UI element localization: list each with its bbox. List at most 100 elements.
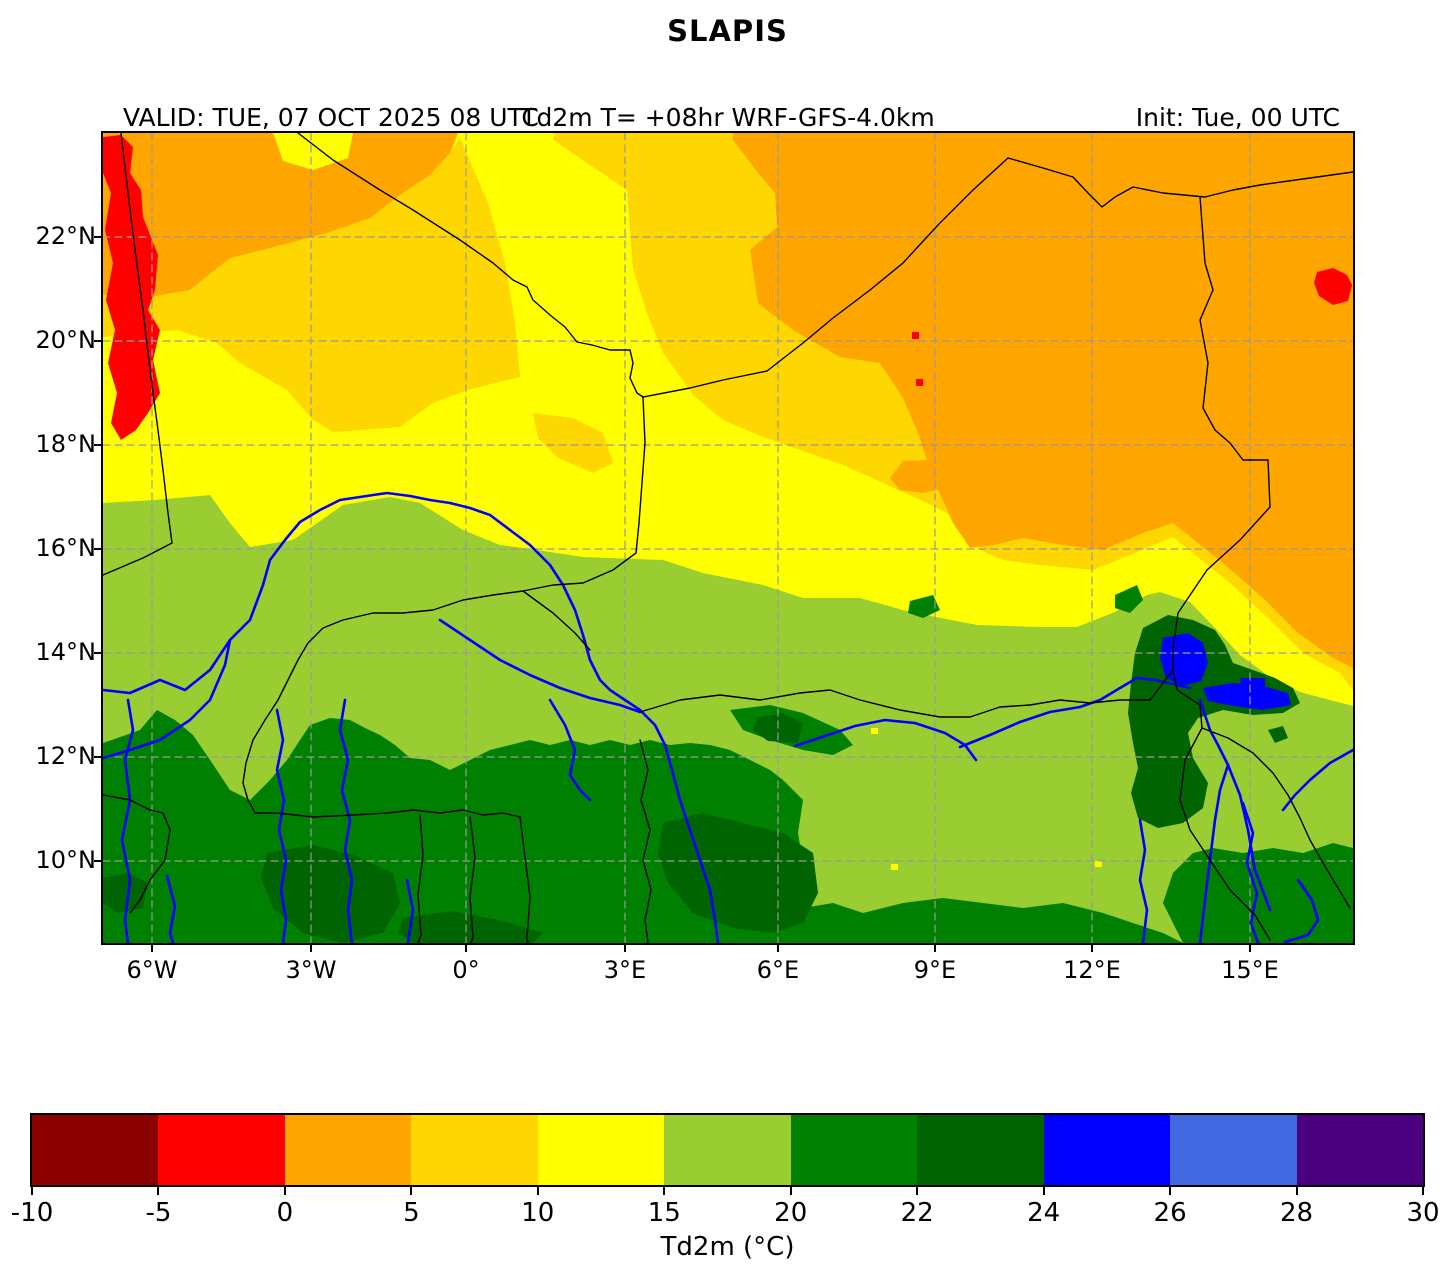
fill-orange-northwest [103,133,458,297]
fill-yellow-speck-1 [871,728,878,734]
colorbar-segment [790,1115,918,1185]
colorbar-segment [664,1115,791,1185]
y-axis-tick [94,548,101,550]
colorbar-tick [663,1187,666,1195]
border-mauritania-mali [120,133,173,544]
x-axis-tick-label: 9°E [913,956,957,984]
colorbar-tick [1042,1187,1045,1195]
x-axis-tick [151,945,153,952]
colorbar-segment [158,1115,285,1185]
x-axis-tick [1249,945,1251,952]
fill-darkgreen-east-spot [1268,726,1288,743]
border-niger-nigeria [639,669,1174,718]
fill-yellow-speck-2 [891,864,898,870]
y-axis-tick [94,756,101,758]
river-komadugu-yobe [958,676,1192,749]
border-benin-vertical-1 [469,816,476,943]
y-axis-tick-label: 18°N [35,430,97,458]
colorbar-tick-label: 22 [900,1198,934,1228]
fill-red-dot-2 [916,379,923,386]
y-axis-tick-label: 10°N [35,846,97,874]
fill-yellow-speck-3 [1095,861,1102,867]
y-axis-tick-label: 22°N [35,222,97,250]
fill-orange-blob-center [890,460,955,493]
border-togo-vertical [417,814,424,943]
colorbar-segment [411,1115,538,1185]
river-black-volta [338,698,354,943]
river-niger-tributary [548,698,592,802]
x-axis-tick-label: 6°E [756,956,800,984]
river-east-1 [1138,818,1149,943]
colorbar-tick-label: -5 [145,1198,172,1228]
border-mali-algeria [297,133,644,398]
colorbar-tick-label: 10 [521,1198,555,1228]
x-axis-tick [1091,945,1093,952]
river-sirba [438,618,642,714]
river-benue [1283,878,1320,943]
river-chari-branch [1241,801,1260,943]
y-axis-tick-label: 14°N [35,638,97,666]
river-niger [103,491,720,943]
colorbar-tick [1169,1187,1172,1195]
colorbar-tick-label: 20 [774,1198,808,1228]
colorbar-tick [536,1187,539,1195]
river-rima-sokoto [793,718,978,762]
init-time-label: Init: Tue, 00 UTC [1135,103,1340,132]
colorbar-tick-label: 26 [1153,1198,1187,1228]
border-mali-niger-burkina [242,396,646,818]
river-bani [103,638,232,760]
border-niger-chad-north [1172,196,1271,671]
river-volta-2 [275,708,288,943]
fill-red-dot-1 [912,332,919,339]
y-axis-tick [94,340,101,342]
y-axis-tick-label: 20°N [35,326,97,354]
fill-gold-tongue-center [533,413,613,473]
product-label: Td2m T= +08hr WRF-GFS-4.0km [521,103,935,132]
colorbar-tick [31,1187,33,1195]
colorbar-segment [32,1115,159,1185]
colorbar-segment [284,1115,412,1185]
colorbar-tick [410,1187,413,1195]
fill-blue-lake-north [1160,633,1208,686]
x-axis-tick [624,945,626,952]
colorbar-title: Td2m (°C) [660,1232,795,1262]
colorbar-tick [916,1187,919,1195]
fill-darkgreen-southwest [103,873,148,913]
river-white-volta [405,878,415,943]
page-title: SLAPIS [667,14,788,48]
river-senegal [120,698,135,943]
x-axis-tick-label: 3°W [285,956,337,984]
y-axis-tick-label: 12°N [35,742,97,770]
colorbar-tick-label: 30 [1406,1198,1440,1228]
colorbar-segment [1043,1115,1171,1185]
x-axis-tick [777,945,779,952]
fill-green-ne-bump [1115,585,1143,613]
x-axis-tick-label: 15°E [1221,956,1279,984]
colorbar-tick-label: -10 [10,1198,54,1228]
x-axis-tick-label: 3°E [603,956,647,984]
fill-darkgreen-west-center [261,845,400,943]
fill-orange-northeast [733,133,1353,668]
colorbar-tick [157,1187,160,1195]
colorbar-segment [537,1115,665,1185]
valid-time-label: VALID: TUE, 07 OCT 2025 08 UTC [123,103,539,132]
border-mauritania-mali-west [103,542,173,576]
colorbar-tick-label: 24 [1027,1198,1061,1228]
river-southwest [165,874,177,943]
colorbar-tick-label: 5 [403,1198,420,1228]
map-plot-area [101,131,1355,945]
colorbar-segment [1170,1115,1297,1185]
map-svg [103,133,1353,943]
border-benin-vertical-2 [519,816,531,943]
x-axis-tick-label: 0° [452,956,480,984]
colorbar-tick-label: 0 [276,1198,294,1228]
y-axis-tick [94,652,101,654]
x-axis-tick [465,945,467,952]
border-chad-cameroon [1201,727,1351,909]
colorbar-tick-label: 28 [1279,1198,1314,1228]
colorbar-tick [789,1187,792,1195]
x-axis-tick [310,945,312,952]
fill-red-west [103,135,160,440]
border-burkina-niger-east [522,590,591,651]
x-axis-tick-label: 12°E [1063,956,1121,984]
